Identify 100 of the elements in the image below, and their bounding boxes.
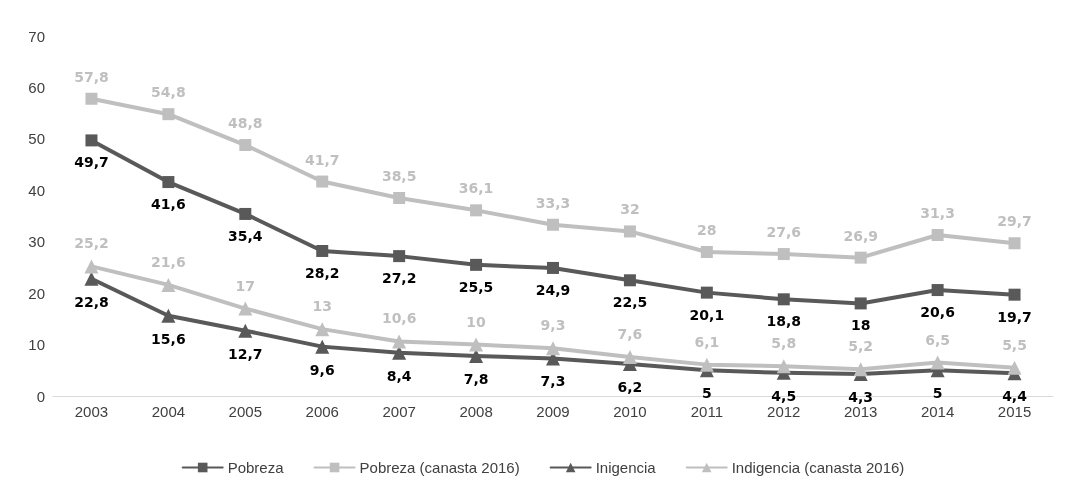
data-label: 57,8 — [74, 68, 109, 85]
data-label: 6,5 — [925, 331, 951, 348]
data-label: 10 — [466, 313, 487, 330]
data-label: 17 — [235, 277, 256, 294]
y-tick-label: 70 — [28, 27, 45, 45]
point — [1007, 360, 1022, 375]
y-tick-label: 50 — [28, 130, 45, 148]
point — [931, 229, 944, 242]
data-label: 4,5 — [771, 387, 797, 404]
point — [931, 284, 944, 297]
point — [853, 362, 868, 377]
data-label: 32 — [620, 201, 640, 218]
point — [622, 349, 637, 364]
data-label: 27,6 — [766, 224, 802, 241]
data-label: 18,8 — [766, 313, 802, 330]
data-label: 21,6 — [151, 253, 186, 270]
data-label: 25,5 — [458, 278, 494, 295]
point — [316, 175, 329, 188]
point — [470, 204, 483, 217]
point — [315, 339, 330, 354]
point — [854, 297, 867, 310]
data-label: 5 — [932, 385, 943, 402]
point — [546, 341, 560, 356]
point — [316, 244, 329, 257]
data-label: 22,8 — [74, 293, 109, 310]
x-tick-label: 2010 — [613, 403, 647, 420]
point — [85, 134, 98, 147]
data-label: 28 — [697, 222, 717, 238]
x-tick-label: 2005 — [228, 403, 262, 420]
x-tick-label: 2009 — [536, 403, 570, 420]
data-label: 26,9 — [843, 227, 878, 244]
data-label: 41,6 — [151, 196, 186, 213]
data-label: 6,1 — [694, 333, 720, 350]
x-tick-label: 2004 — [151, 403, 186, 420]
point — [777, 293, 790, 306]
point — [547, 218, 559, 231]
data-label: 33,3 — [535, 194, 571, 211]
data-label: 22,5 — [612, 294, 648, 311]
point — [854, 251, 867, 264]
point — [623, 225, 636, 238]
point — [85, 92, 98, 105]
data-label: 9,6 — [309, 361, 335, 378]
data-label: 5,2 — [848, 338, 874, 355]
data-label: 13 — [312, 298, 332, 315]
point — [930, 355, 945, 370]
point — [1008, 288, 1021, 301]
legend-label: Pobreza — [227, 459, 285, 476]
y-tick-label: 60 — [28, 78, 45, 96]
x-tick-label: 2007 — [382, 403, 416, 420]
data-label: 4,4 — [1002, 388, 1028, 405]
data-label: 28,2 — [304, 264, 340, 281]
point — [700, 286, 713, 299]
point — [392, 334, 407, 349]
data-label: 31,3 — [920, 205, 955, 222]
point — [239, 207, 252, 220]
x-tick-label: 2003 — [74, 403, 109, 420]
point — [84, 271, 99, 286]
data-label: 29,7 — [997, 213, 1032, 230]
y-tick-label: 10 — [28, 336, 45, 354]
legend-label: Indigencia (canasta 2016) — [731, 459, 905, 476]
data-label: 20,1 — [689, 306, 725, 323]
data-label: 41,7 — [304, 151, 340, 168]
data-label: 7,6 — [617, 325, 643, 342]
data-label: 10,6 — [381, 310, 417, 327]
y-tick-label: 0 — [36, 387, 45, 405]
point — [238, 323, 253, 338]
point — [1008, 237, 1021, 250]
data-label: 20,6 — [920, 304, 955, 321]
y-tick-label: 40 — [28, 181, 45, 199]
point — [469, 337, 484, 352]
data-label: 6,2 — [617, 379, 643, 396]
legend-label: Inigencia — [595, 459, 657, 476]
data-label: 7,8 — [463, 370, 489, 387]
data-label: 5 — [701, 385, 712, 402]
data-label: 54,8 — [151, 84, 186, 101]
point — [393, 250, 406, 263]
data-label: 19,7 — [997, 308, 1032, 325]
point — [470, 258, 483, 271]
data-label: 25,2 — [74, 235, 109, 252]
point — [776, 359, 791, 374]
y-tick-label: 20 — [28, 284, 45, 302]
point — [777, 248, 790, 261]
data-label: 27,2 — [381, 270, 417, 287]
data-label: 18 — [850, 317, 871, 334]
data-label: 24,9 — [535, 281, 571, 298]
x-tick-label: 2012 — [767, 403, 801, 420]
data-label: 35,4 — [228, 227, 263, 244]
data-label: 7,3 — [540, 373, 566, 390]
data-label: 5,5 — [1002, 336, 1027, 353]
data-label: 38,5 — [381, 168, 417, 184]
data-label: 8,4 — [386, 367, 412, 384]
x-tick-label: 2013 — [844, 403, 878, 420]
point — [239, 139, 252, 152]
point — [162, 108, 175, 121]
x-tick-label: 2008 — [459, 403, 493, 420]
point — [547, 261, 559, 274]
y-tick-label: 30 — [28, 233, 45, 251]
point — [699, 357, 714, 372]
point — [393, 192, 406, 204]
point — [84, 259, 99, 274]
